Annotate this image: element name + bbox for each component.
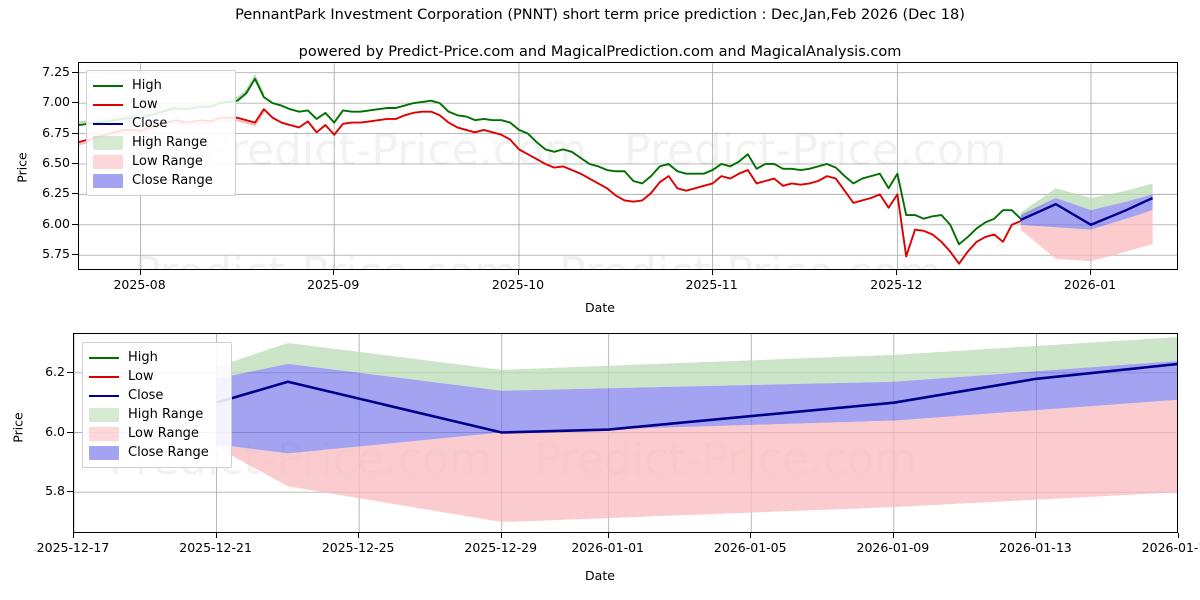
overview-legend-item-high: High — [93, 76, 227, 95]
overview-legend-label: Close — [132, 116, 168, 131]
close-swatch-icon — [93, 117, 123, 131]
overview-xtick-4: 2025-12 — [870, 277, 923, 292]
detail-xtick-mark — [750, 533, 752, 538]
detail-legend-label: High Range — [128, 407, 204, 422]
detail-ytick-mark — [67, 371, 73, 373]
detail-xtick-mark — [500, 533, 502, 538]
detail-legend-label: Low Range — [128, 426, 199, 441]
overview-legend-label: High Range — [132, 135, 208, 150]
overview-ytick-mark — [72, 223, 78, 225]
low-swatch-icon — [93, 98, 123, 112]
high-range-swatch-icon — [93, 135, 123, 150]
detail-xtick-6: 2026-01-09 — [856, 540, 930, 555]
detail-ytick-2: 6.2 — [45, 363, 65, 379]
overview-ytick-2: 6.25 — [42, 185, 70, 201]
overview-ytick-mark — [72, 193, 78, 195]
low-range-swatch-icon — [89, 426, 119, 441]
detail-legend-item-close-range: Close Range — [89, 443, 223, 462]
overview-xtick-5: 2026-01 — [1063, 277, 1117, 292]
overview-ytick-1: 6.00 — [42, 215, 70, 231]
overview-legend-label: High — [132, 78, 162, 93]
overview-legend-item-low-range: Low Range — [93, 152, 227, 171]
detail-legend-item-high: High — [89, 348, 223, 367]
low-range-swatch-icon — [93, 154, 123, 169]
detail-ytick-mark — [67, 491, 73, 493]
detail-xtick-mark — [607, 533, 609, 538]
overview-legend-item-close-range: Close Range — [93, 171, 227, 190]
overview-ytick-0: 5.75 — [42, 246, 70, 262]
overview-ytick-mark — [72, 102, 78, 104]
overview-panel: Price 5.75 6.00 6.25 6.50 6.75 7.00 7.25 2025-… — [15, 62, 1178, 315]
overview-legend-item-low: Low — [93, 95, 227, 114]
detail-xtick-5: 2026-01-05 — [713, 540, 787, 555]
detail-xtick-4: 2026-01-01 — [571, 540, 644, 555]
detail-xtick-8: 2026-01-17 — [1141, 540, 1200, 555]
forecast-detail-panel: Price 5.8 6.0 6.2 2025-12-17 2025-12-21 2025… — [0, 320, 1200, 600]
overview-ytick-5: 7.00 — [42, 94, 70, 110]
overview-xtick-1: 2025-09 — [307, 277, 360, 292]
close-swatch-icon — [89, 389, 119, 403]
detail-ytick-mark — [67, 431, 73, 433]
high-swatch-icon — [93, 79, 123, 93]
overview-ytick-6: 7.25 — [42, 63, 70, 79]
overview-ytick-mark — [72, 71, 78, 73]
overview-xtick-mark — [139, 270, 141, 275]
detail-xtick-1: 2025-12-21 — [179, 540, 252, 555]
overview-xtick-mark — [333, 270, 335, 275]
overview-xtick-mark — [896, 270, 898, 275]
overview-ytick-4: 6.75 — [42, 124, 70, 140]
overview-xtick-mark — [1090, 270, 1091, 275]
detail-xtick-mark — [1178, 533, 1179, 538]
overview-xtick-0: 2025-08 — [113, 277, 166, 292]
detail-legend-label: Close Range — [128, 445, 209, 460]
overview-xtick-2: 2025-10 — [491, 277, 545, 292]
detail-legend-label: High — [128, 350, 158, 365]
detail-xtick-mark — [358, 533, 360, 538]
overview-legend: High Low Close High Range Low Range Close Ran… — [86, 70, 236, 196]
detail-xtick-mark — [73, 533, 74, 538]
page-subtitle: powered by Predict-Price.com and Magical… — [298, 44, 902, 60]
detail-xtick-0: 2025-12-17 — [36, 540, 110, 555]
overview-xtick-mark — [518, 270, 519, 275]
overview-legend-item-high-range: High Range — [93, 133, 227, 152]
detail-plot-area[interactable]: Predict-Price.com Predict-Price.com — [73, 333, 1178, 533]
overview-ytick-3: 6.50 — [42, 154, 70, 170]
detail-legend-label: Low — [128, 369, 154, 384]
overview-xtick-mark — [711, 270, 713, 275]
detail-ytick-0: 5.8 — [45, 483, 65, 499]
overview-ytick-mark — [72, 162, 78, 164]
overview-xtick-3: 2025-11 — [685, 277, 738, 292]
overview-svg — [79, 63, 1177, 269]
detail-x-axis-label: Date — [585, 568, 615, 583]
detail-xtick-mark — [1035, 533, 1037, 538]
overview-ytick-mark — [72, 132, 78, 134]
close-range-swatch-icon — [89, 445, 119, 460]
detail-xtick-mark — [892, 533, 894, 538]
detail-xtick-mark — [215, 533, 217, 538]
detail-xtick-7: 2026-01-13 — [999, 540, 1072, 555]
low-swatch-icon — [89, 370, 119, 384]
close-range-swatch-icon — [93, 173, 123, 188]
overview-legend-label: Low — [132, 97, 158, 112]
overview-ytick-mark — [72, 254, 78, 256]
detail-xtick-2: 2025-12-25 — [321, 540, 395, 555]
overview-legend-label: Close Range — [132, 173, 213, 188]
detail-legend-item-low: Low — [89, 367, 223, 386]
high-swatch-icon — [89, 351, 119, 365]
high-range-swatch-icon — [89, 407, 119, 422]
detail-xtick-3: 2025-12-29 — [464, 540, 538, 555]
page-title: PennantPark Investment Corporation (PNNT… — [235, 7, 965, 23]
detail-legend: High Low Close High Range Low Range Close Ran… — [82, 342, 232, 468]
overview-plot-area[interactable]: Predict-Price.com Predict-Price.com Pred… — [78, 62, 1178, 270]
overview-legend-item-close: Close — [93, 114, 227, 133]
detail-ytick-1: 6.0 — [45, 423, 65, 439]
detail-svg — [74, 334, 1177, 532]
detail-legend-item-high-range: High Range — [89, 405, 223, 424]
overview-x-axis-label: Date — [585, 300, 615, 315]
overview-legend-label: Low Range — [132, 154, 203, 169]
detail-legend-item-close: Close — [89, 386, 223, 405]
detail-legend-label: Close — [128, 388, 164, 403]
detail-legend-item-low-range: Low Range — [89, 424, 223, 443]
